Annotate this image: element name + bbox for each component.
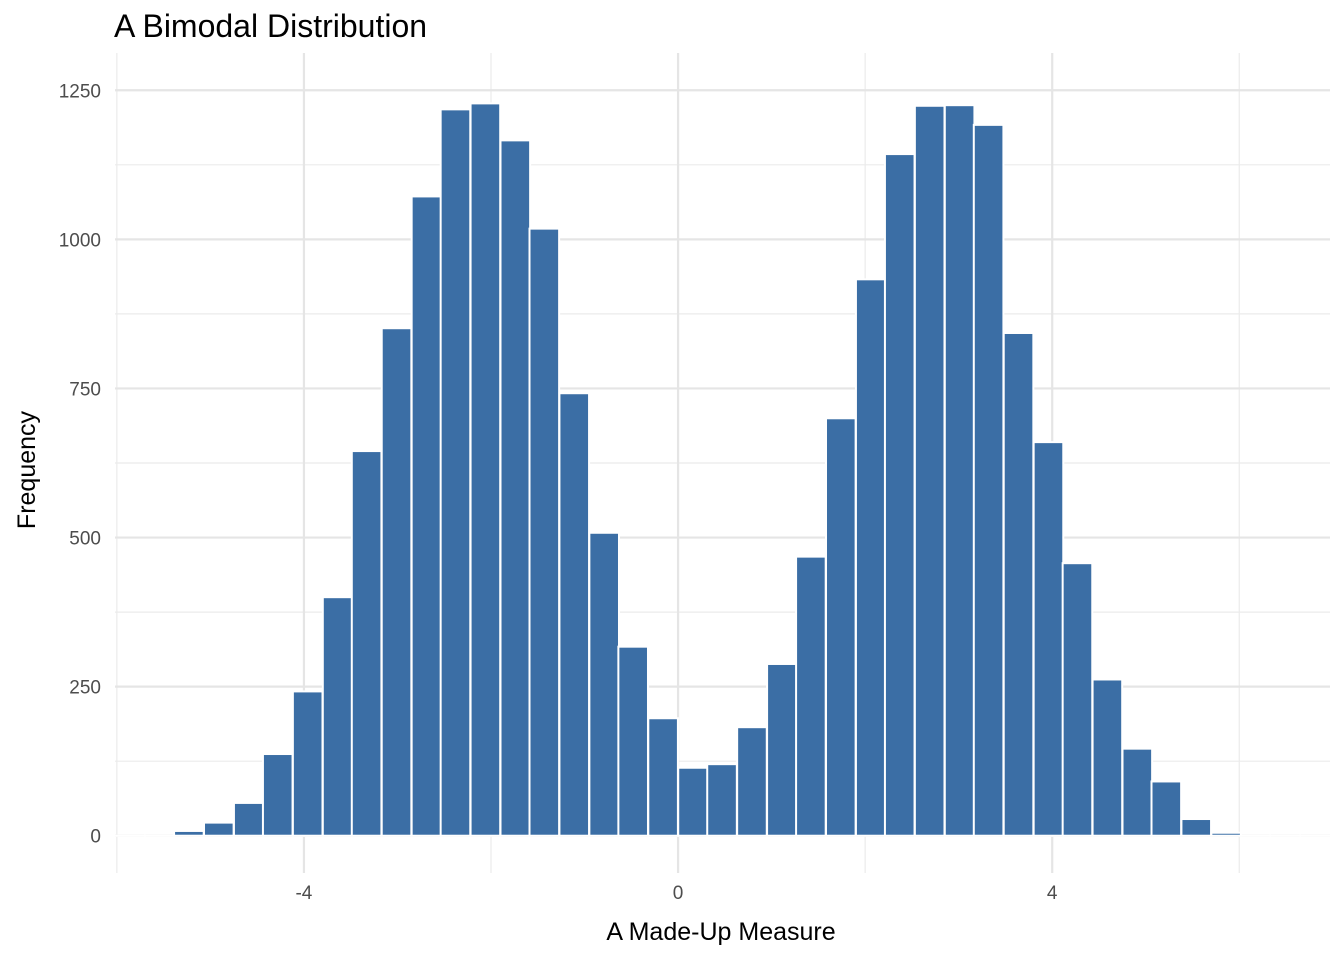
x-tick-label: 0 [673, 883, 684, 904]
histogram-bar [499, 139, 532, 837]
histogram-bar [1210, 831, 1242, 837]
y-tick-label: 1000 [59, 230, 101, 251]
histogram-bar [410, 195, 443, 837]
histogram-bar [1180, 818, 1213, 837]
histogram-bar [1091, 678, 1124, 837]
y-tick-label: 750 [69, 379, 101, 400]
histogram-bar [173, 829, 205, 837]
histogram-bar [232, 801, 265, 837]
histogram-bar [706, 763, 738, 837]
histogram-bar [825, 417, 857, 837]
histogram-bar [291, 690, 324, 837]
histogram-bar [1061, 562, 1094, 837]
histogram-bar [469, 102, 502, 837]
y-axis-tick-labels: 0 250 500 750 1000 1250 [59, 81, 101, 847]
histogram-bar [1150, 780, 1183, 837]
histogram-bar [617, 645, 649, 837]
x-axis-tick-labels: -4 0 4 [295, 883, 1057, 904]
histogram-bar [795, 555, 827, 837]
y-axis-title: Frequency [13, 410, 41, 529]
histogram-bar [913, 104, 946, 837]
histogram-bar [1121, 747, 1154, 837]
histogram-bars [114, 102, 1331, 837]
histogram-bar [261, 753, 294, 837]
chart-title: A Bimodal Distribution [114, 8, 428, 44]
x-axis-title: A Made-Up Measure [606, 918, 835, 946]
histogram-bar [528, 227, 561, 837]
histogram-bar [350, 450, 383, 837]
y-tick-label: 250 [69, 678, 101, 699]
histogram-bar [203, 821, 235, 837]
histogram-bar [943, 104, 976, 837]
histogram-bar [883, 153, 916, 837]
histogram-bar [588, 531, 620, 837]
histogram-bar [677, 766, 709, 837]
y-tick-label: 500 [69, 529, 101, 550]
x-tick-label: -4 [295, 883, 312, 904]
histogram-bar [736, 726, 768, 837]
histogram-bar [1032, 441, 1065, 837]
y-tick-label: 0 [90, 827, 101, 848]
y-tick-label: 1250 [59, 81, 101, 102]
histogram-bar [972, 123, 1005, 837]
histogram-bar [854, 278, 887, 837]
histogram-bar [766, 662, 798, 837]
histogram-bar [439, 108, 472, 837]
histogram-bar [321, 596, 354, 837]
histogram-bar [380, 327, 413, 837]
histogram-bar [1002, 331, 1035, 837]
x-tick-label: 4 [1047, 883, 1058, 904]
histogram-bar [647, 717, 679, 837]
histogram-bar [558, 392, 591, 837]
